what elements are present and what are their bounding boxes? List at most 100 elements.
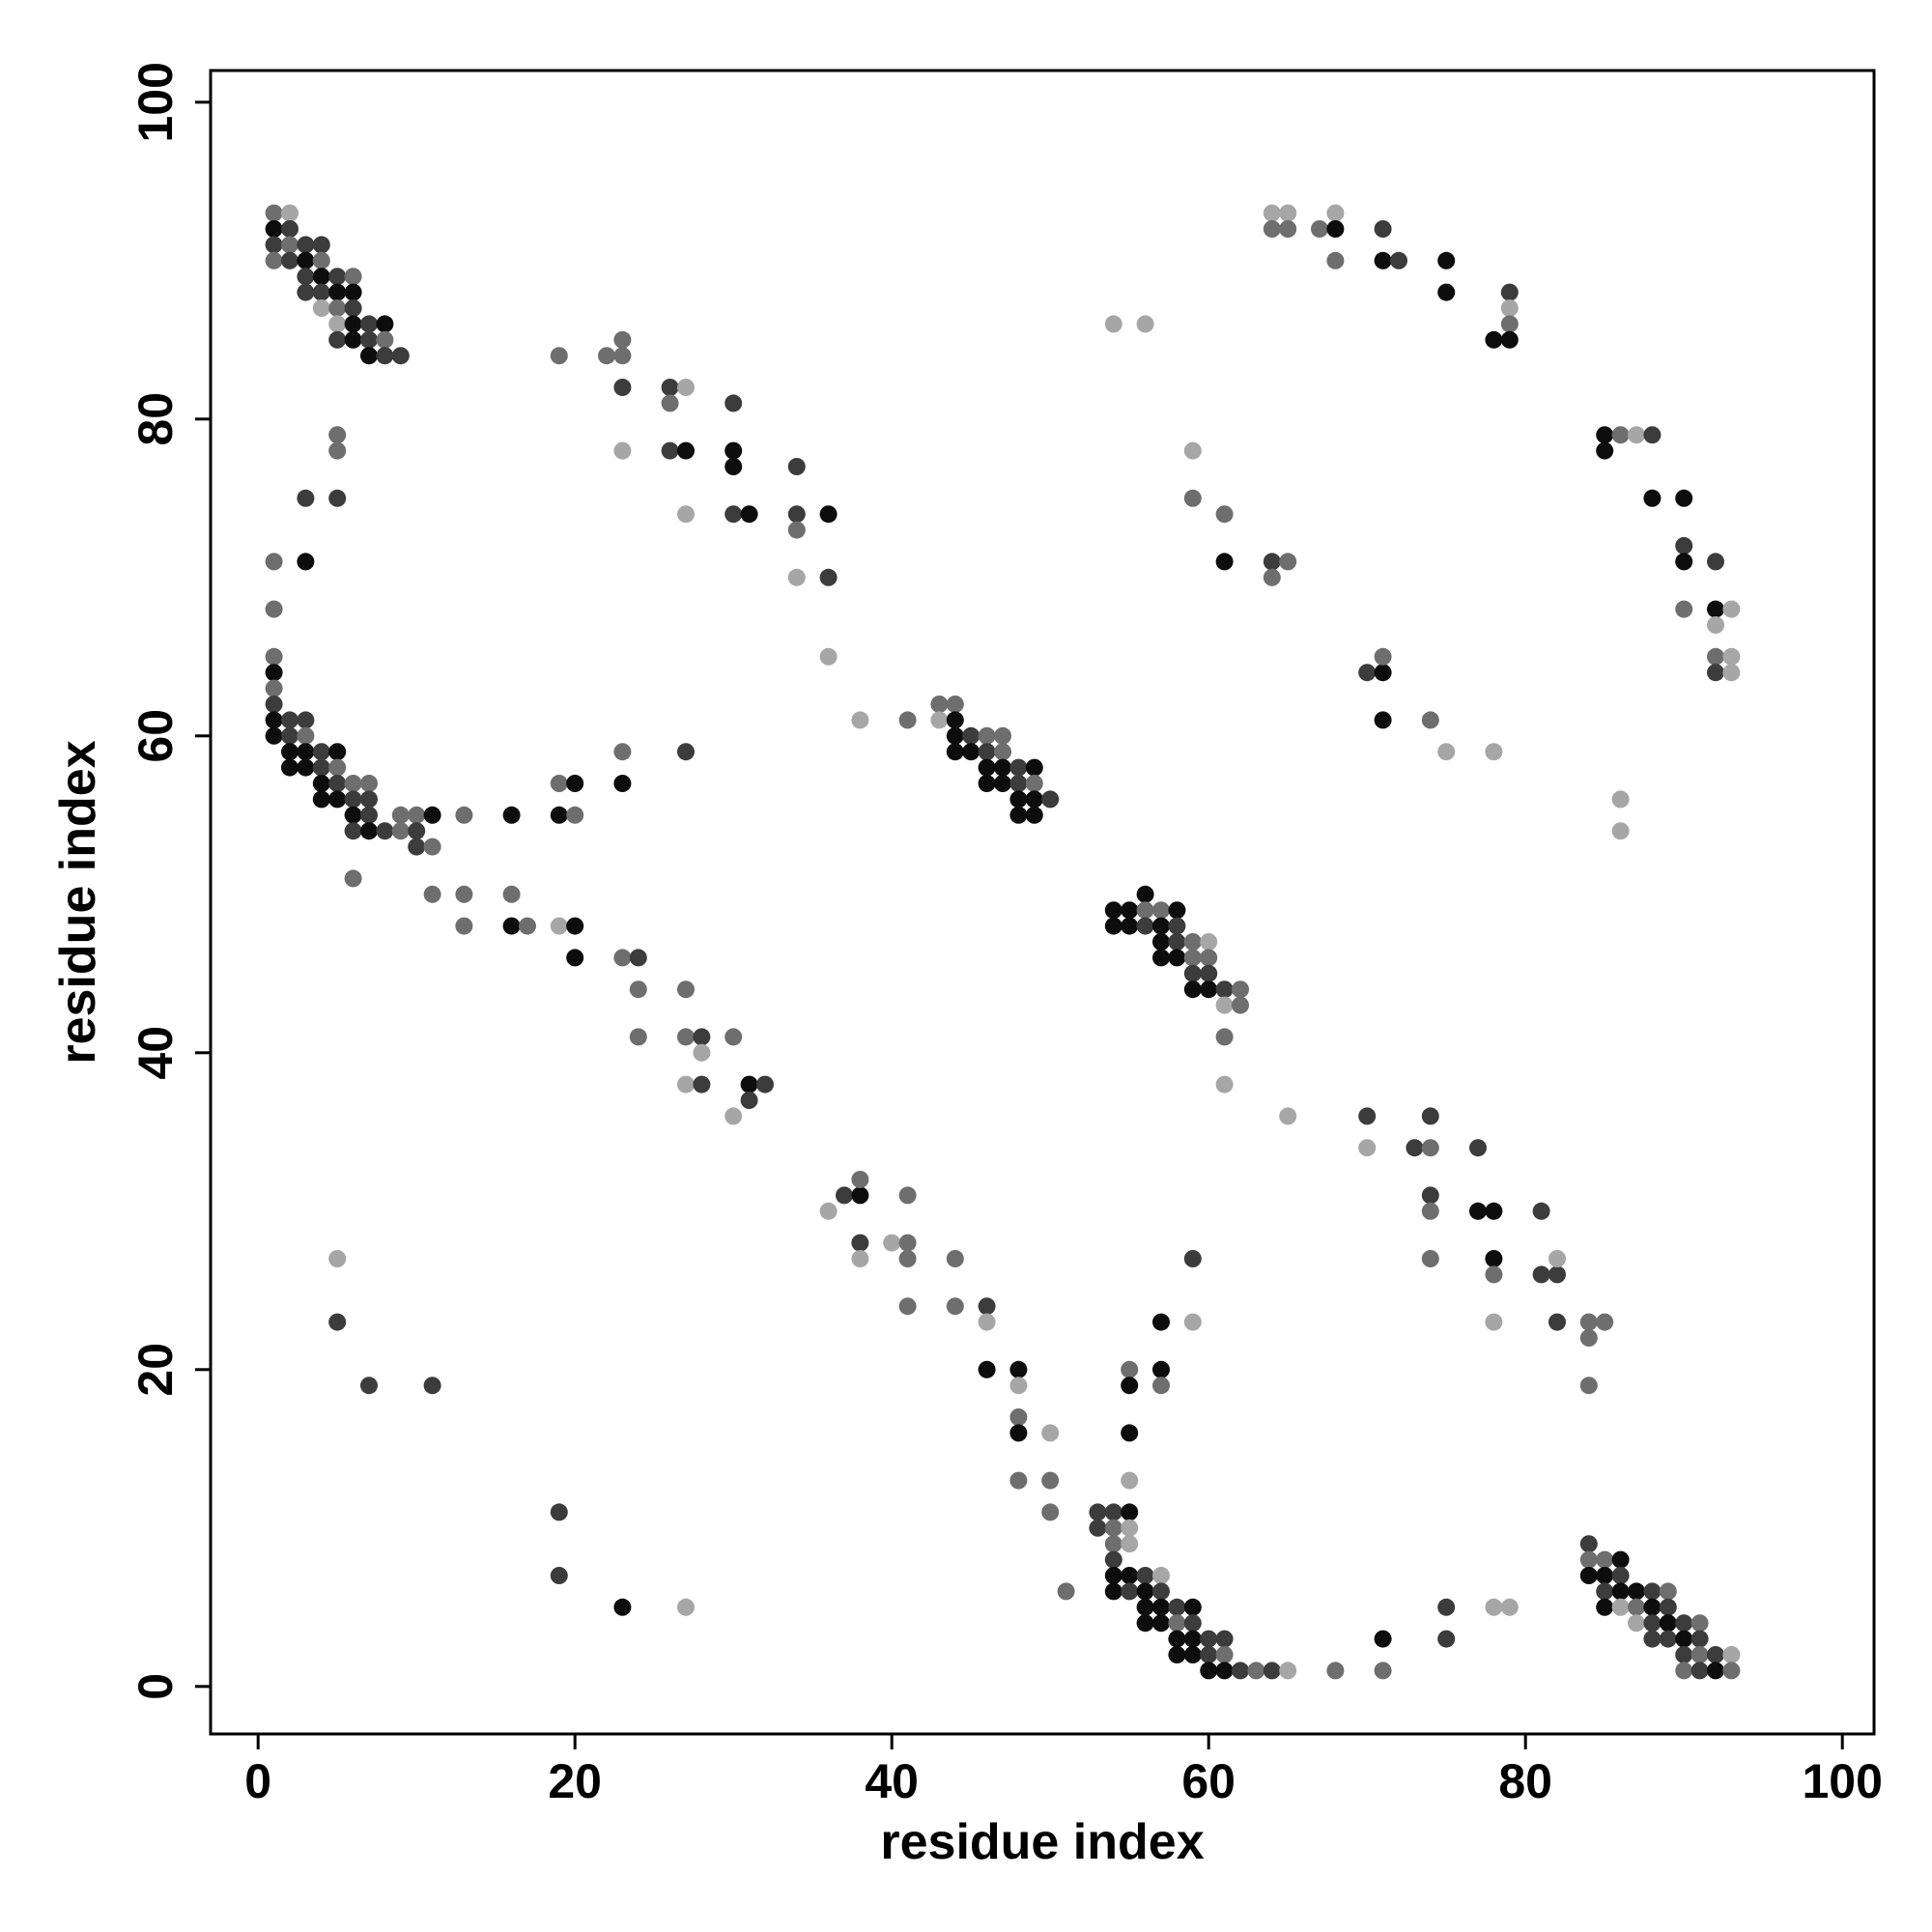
data-point <box>550 806 568 824</box>
data-point <box>1500 283 1519 301</box>
data-point <box>1437 1630 1456 1648</box>
data-point <box>376 347 394 365</box>
data-point <box>1200 1646 1218 1663</box>
data-point <box>1009 1377 1028 1395</box>
data-point <box>312 236 330 254</box>
data-point <box>1421 1107 1439 1125</box>
data-point <box>1500 315 1519 333</box>
data-point <box>328 441 347 460</box>
data-point <box>962 743 980 761</box>
data-point <box>994 726 1011 745</box>
data-point <box>836 1186 853 1205</box>
data-point <box>1390 251 1407 270</box>
data-point <box>1707 553 1724 571</box>
data-point <box>297 553 315 571</box>
data-point <box>962 726 980 745</box>
data-point <box>1263 204 1281 222</box>
data-point <box>312 251 330 270</box>
data-point <box>1659 1614 1677 1633</box>
data-point <box>1311 220 1328 238</box>
x-tick-label: 0 <box>244 1754 271 1808</box>
data-point <box>1690 1646 1709 1663</box>
data-point <box>281 220 298 238</box>
data-point <box>1104 315 1122 333</box>
data-point <box>408 806 426 824</box>
data-point <box>1500 330 1519 349</box>
data-point <box>1611 822 1630 840</box>
data-point <box>677 743 695 761</box>
data-point <box>1104 1503 1122 1521</box>
data-point <box>360 347 378 365</box>
data-point <box>297 743 315 761</box>
data-point <box>1104 1582 1122 1601</box>
data-point <box>946 726 964 745</box>
data-point <box>819 647 838 666</box>
data-point <box>1548 1265 1566 1284</box>
data-point <box>1675 1662 1693 1680</box>
data-point <box>1183 1250 1202 1267</box>
data-point <box>423 806 441 824</box>
data-point <box>1659 1598 1677 1616</box>
data-point <box>1421 711 1439 729</box>
data-point <box>1675 1614 1693 1633</box>
data-point <box>1421 1202 1439 1220</box>
data-point <box>1041 1471 1060 1490</box>
data-point <box>677 441 695 460</box>
data-point <box>613 347 632 365</box>
data-point <box>724 441 743 460</box>
data-point <box>851 1250 869 1267</box>
data-point <box>613 441 632 460</box>
data-point <box>1469 1202 1487 1220</box>
data-point <box>1152 1614 1170 1633</box>
data-point <box>297 711 315 729</box>
data-point <box>724 394 743 412</box>
data-point <box>787 521 806 539</box>
data-point <box>1168 1630 1186 1648</box>
data-point <box>1263 568 1281 586</box>
data-point <box>1707 647 1724 666</box>
data-point <box>1326 220 1345 238</box>
data-point <box>1168 933 1186 951</box>
data-point <box>1200 949 1218 967</box>
data-point <box>1215 505 1234 524</box>
data-point <box>391 806 410 824</box>
data-point <box>1009 1408 1028 1426</box>
data-point <box>978 1360 996 1378</box>
data-point <box>1183 1630 1202 1648</box>
data-point <box>1263 553 1281 571</box>
data-point <box>677 1075 695 1094</box>
data-point <box>344 822 362 840</box>
data-point <box>265 204 283 222</box>
data-point <box>360 1377 378 1395</box>
data-point <box>328 299 347 317</box>
data-point <box>328 426 347 444</box>
data-point <box>1152 933 1170 951</box>
data-point <box>724 1107 743 1125</box>
data-point <box>1707 600 1724 618</box>
y-tick-label: 60 <box>128 709 183 763</box>
data-point <box>423 1377 441 1395</box>
data-point <box>1183 1614 1202 1633</box>
data-point <box>360 775 378 792</box>
data-point <box>423 838 441 856</box>
data-point <box>851 1186 869 1205</box>
data-point <box>1183 964 1202 982</box>
data-point <box>1009 790 1028 809</box>
data-point <box>312 283 330 301</box>
data-point <box>1215 1075 1234 1094</box>
data-point <box>1611 790 1630 809</box>
data-point <box>455 885 473 903</box>
data-point <box>344 869 362 888</box>
data-point <box>724 1028 743 1046</box>
data-point <box>1485 1265 1503 1284</box>
data-point <box>312 299 330 317</box>
data-point <box>423 885 441 903</box>
data-point <box>265 220 283 238</box>
data-point <box>344 299 362 317</box>
data-point <box>1659 1630 1677 1648</box>
data-point <box>265 726 283 745</box>
data-point <box>376 330 394 349</box>
data-point <box>1675 600 1693 618</box>
data-point <box>1009 1471 1028 1490</box>
data-point <box>1596 426 1614 444</box>
